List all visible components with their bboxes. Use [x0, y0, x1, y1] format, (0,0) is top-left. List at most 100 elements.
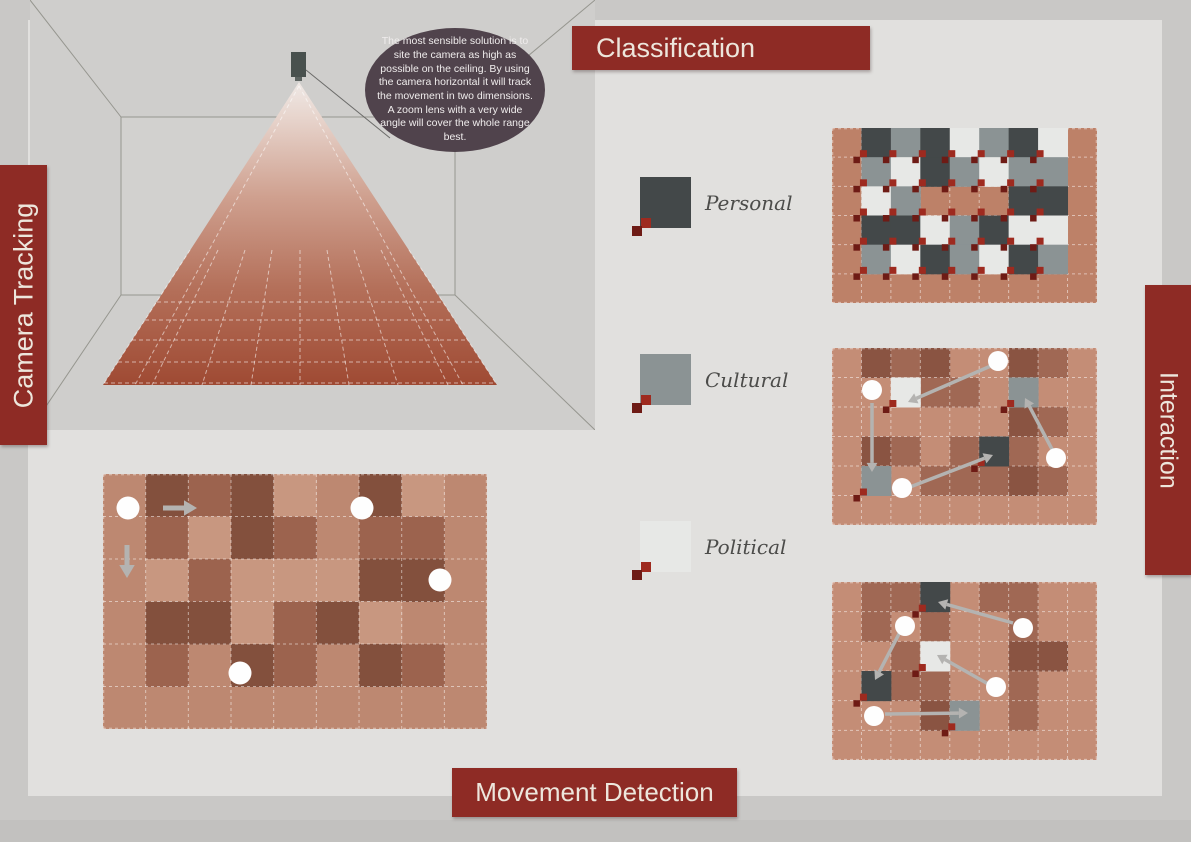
grid-cell — [188, 559, 232, 602]
corner-marker-icon — [859, 266, 867, 274]
person-blob — [228, 661, 252, 685]
interaction-arrow-head — [908, 393, 919, 404]
camera-icon — [291, 52, 306, 77]
interaction-arrow-head — [937, 654, 948, 665]
legend-label-political: Political — [705, 534, 787, 559]
grid-cell — [920, 348, 951, 378]
interaction-grid-top — [832, 348, 1097, 525]
interaction-arrow — [909, 456, 986, 489]
interaction-arrow-head — [874, 669, 885, 680]
corner-marker-icon — [889, 179, 897, 187]
legend-swatch-political — [632, 521, 691, 580]
grid-cell — [231, 559, 275, 602]
corner-marker-icon — [918, 604, 926, 612]
grid-cell — [401, 474, 445, 517]
movement-grid-svg — [103, 474, 488, 729]
grid-cell — [145, 644, 189, 687]
grid-cell — [890, 436, 921, 467]
corner-marker-icon — [977, 459, 985, 466]
grid-cell — [273, 474, 317, 517]
interaction-arrow-head — [866, 462, 878, 472]
camera-tracking-banner-label: Camera Tracking — [8, 202, 39, 408]
classification-banner: Classification — [572, 26, 870, 70]
corner-marker-icon — [971, 273, 978, 280]
corner-marker-icon — [912, 215, 919, 222]
corner-marker-icon — [853, 700, 860, 707]
grid-cell — [1008, 582, 1039, 613]
grid-cell — [273, 516, 317, 560]
corner-marker-icon — [912, 156, 919, 164]
corner-marker-icon — [1007, 179, 1015, 187]
grid-cell — [1038, 466, 1069, 496]
corner-marker-icon — [641, 395, 651, 405]
corner-marker-icon — [1030, 273, 1037, 280]
corner-marker-icon — [1036, 266, 1044, 274]
corner-marker-icon — [882, 156, 890, 164]
corner-marker-icon — [918, 179, 926, 187]
interaction-arrow — [915, 363, 994, 400]
person-blob — [428, 568, 452, 592]
corner-marker-icon — [882, 244, 890, 251]
corner-marker-icon — [1036, 150, 1044, 158]
person-blob — [116, 496, 140, 520]
corner-marker-icon — [977, 179, 985, 187]
person-blob — [1013, 618, 1033, 638]
camera-tracking-banner: Camera Tracking — [0, 165, 47, 445]
interaction-banner: Interaction — [1145, 285, 1191, 575]
bottom-strip — [0, 820, 1191, 842]
person-blob — [862, 380, 882, 400]
corner-marker-icon — [1030, 215, 1037, 222]
corner-marker-icon — [1030, 244, 1037, 251]
corner-marker-icon — [1007, 150, 1015, 158]
interaction-arrow-head — [1024, 398, 1035, 409]
person-blob — [895, 616, 915, 636]
corner-marker-icon — [1036, 179, 1044, 187]
grid-cell — [188, 474, 232, 517]
corner-marker-icon — [1030, 156, 1037, 164]
grid-cell — [861, 611, 892, 642]
grid-cell — [359, 516, 403, 560]
corner-marker-icon — [1007, 237, 1015, 245]
corner-marker-icon — [859, 150, 867, 158]
corner-marker-icon — [889, 208, 897, 216]
camera-cone — [103, 82, 497, 385]
corner-marker-icon — [918, 150, 926, 158]
corner-marker-icon — [853, 273, 860, 280]
corner-marker-icon — [941, 244, 949, 251]
corner-marker-icon — [1007, 400, 1015, 407]
corner-marker-icon — [859, 488, 867, 496]
grid-cell — [979, 582, 1010, 613]
grid-cell — [861, 582, 892, 613]
interaction-arrow — [877, 631, 902, 673]
interaction-arrow-head — [938, 599, 949, 610]
interaction-arrow — [884, 711, 959, 716]
grid-cell — [890, 641, 921, 672]
grid-cell — [359, 644, 403, 687]
grid-cell — [920, 377, 951, 408]
grid-cell — [1008, 436, 1039, 467]
classification-grid — [832, 128, 1097, 304]
interaction-arrow — [1027, 405, 1056, 454]
corner-marker-icon — [977, 208, 985, 216]
corner-marker-icon — [971, 215, 978, 222]
corner-marker-icon — [1007, 208, 1015, 216]
corner-marker-icon — [1036, 208, 1044, 216]
grid-cell — [145, 516, 189, 560]
corner-marker-icon — [882, 185, 890, 193]
corner-marker-icon — [853, 185, 860, 193]
interaction-banner-label: Interaction — [1154, 371, 1183, 489]
movement-grid — [103, 474, 488, 729]
camera-lens — [295, 77, 302, 81]
person-blob — [864, 706, 884, 726]
corner-marker-icon — [948, 179, 956, 187]
corner-marker-icon — [912, 273, 919, 280]
grid-cell — [231, 601, 275, 645]
corner-marker-icon — [971, 156, 978, 164]
corner-marker-icon — [632, 226, 642, 236]
corner-marker-icon — [853, 156, 860, 164]
corner-marker-icon — [853, 495, 860, 502]
grid-cell — [316, 601, 360, 645]
legend-item-cultural: Cultural — [632, 354, 788, 413]
corner-marker-icon — [971, 244, 978, 251]
